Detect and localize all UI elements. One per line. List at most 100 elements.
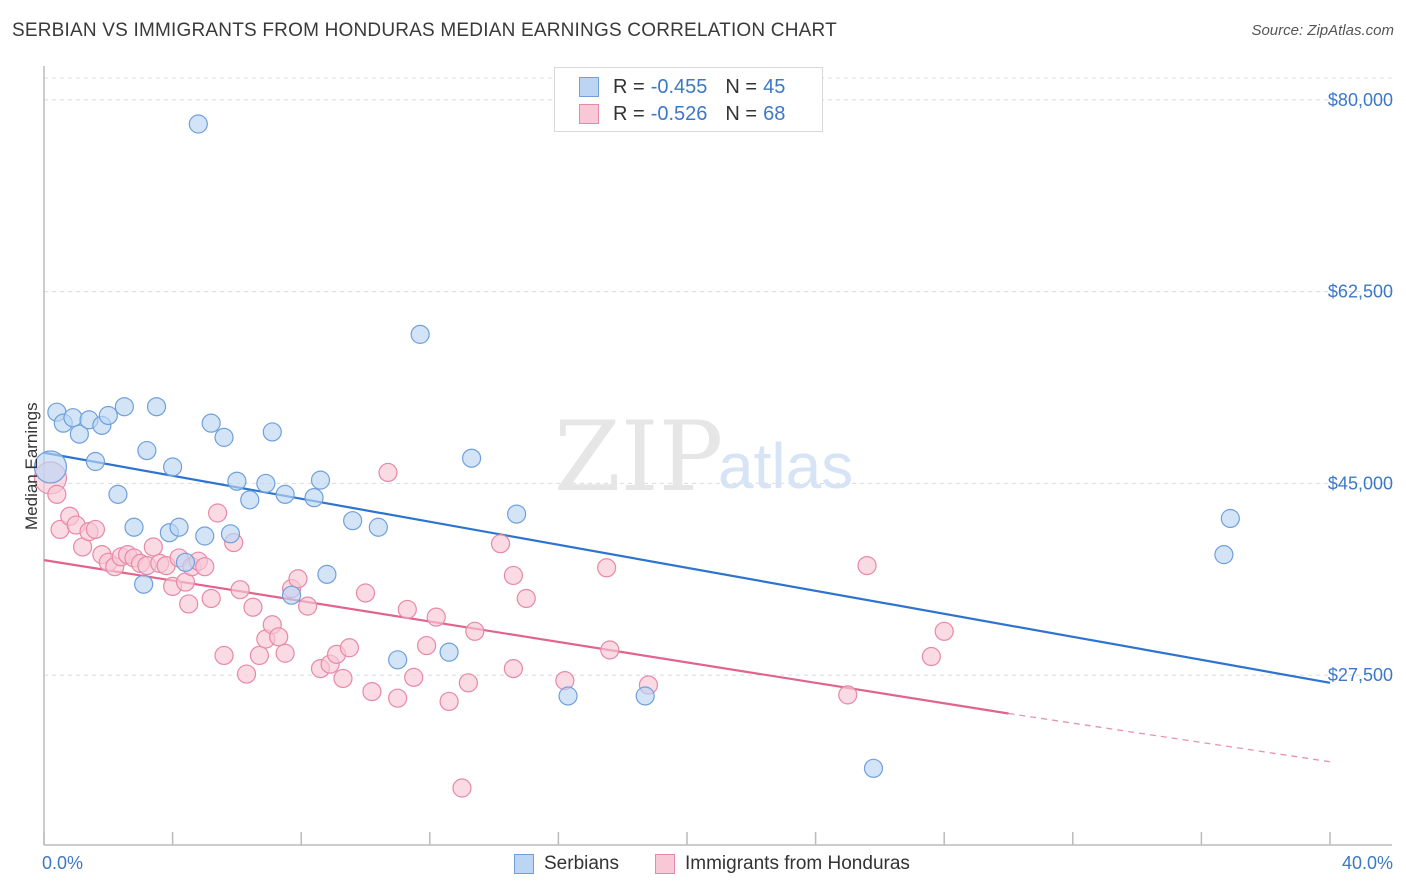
legend-swatch-honduras [579,104,599,124]
legend-n-value: 68 [763,102,786,125]
x-tick-label: 0.0% [42,853,83,873]
point-honduras [426,607,446,627]
point-serbians [134,574,154,594]
point-honduras [85,519,106,540]
point-honduras [243,597,263,617]
point-honduras [857,555,877,576]
bottom-legend-swatch-honduras [655,854,675,874]
point-honduras [269,627,289,647]
point-honduras [378,462,398,483]
legend-n-label: N = [725,75,758,98]
chart-title: SERBIAN VS IMMIGRANTS FROM HONDURAS MEDI… [12,20,837,41]
point-serbians [163,457,183,477]
point-honduras [339,638,360,658]
legend-swatch-serbians [579,77,599,97]
watermark-atlas: atlas [718,430,853,502]
point-serbians [146,397,167,417]
point-serbians [85,451,106,472]
point-serbians [304,488,324,508]
point-serbians [262,422,282,442]
point-honduras [516,588,536,609]
point-serbians [137,440,157,461]
point-serbians [863,758,884,778]
point-honduras [404,667,424,687]
point-honduras [355,583,376,603]
watermark-zip: ZIP [554,401,723,513]
point-serbians [461,448,482,468]
point-honduras [249,645,270,666]
point-serbians [256,473,276,494]
legend-n-label: N = [725,102,758,125]
point-honduras [333,668,353,689]
legend-r-value: -0.526 [650,102,708,125]
point-serbians [558,686,578,706]
point-serbians [281,585,302,605]
bottom-legend-serbians: Serbians [514,852,619,876]
point-honduras [838,685,858,705]
point-serbians [368,517,388,537]
point-serbians [195,526,215,546]
point-honduras [503,658,523,679]
legend-r-label: R = [613,75,645,98]
point-honduras [921,646,941,667]
point-serbians [275,484,295,504]
point-honduras [208,503,228,523]
point-serbians [439,642,459,662]
point-honduras [465,621,485,641]
point-serbians [69,424,89,444]
point-honduras [143,537,163,557]
point-honduras [490,534,511,554]
y-tick-label: $80,000 [1328,90,1393,110]
legend-row-honduras: R = -0.526 N = 68 [579,102,791,126]
point-honduras [362,681,382,702]
point-honduras [179,594,199,614]
legend-r-label: R = [613,102,645,125]
point-honduras [503,565,523,586]
point-serbians [1214,545,1234,565]
trend-line-honduras-extrapolated [1008,712,1331,763]
point-serbians [240,490,260,510]
point-honduras [201,588,221,609]
point-serbians [114,397,134,417]
point-serbians [63,408,83,428]
point-serbians [343,511,363,531]
bottom-legend-label-honduras: Immigrants from Honduras [685,853,910,874]
point-serbians [388,650,408,670]
source-credit: Source: ZipAtlas.com [1251,22,1394,39]
point-honduras [452,778,472,798]
point-serbians [124,517,144,537]
point-serbians [507,504,527,524]
trend-line-serbians [43,451,1331,684]
point-serbians [214,427,234,447]
point-honduras [934,621,954,641]
point-honduras [288,569,308,589]
point-serbians [227,471,247,491]
legend-n-value: 45 [763,75,786,98]
data-points [33,114,1240,798]
point-honduras [275,643,295,663]
x-tick-label: 40.0% [1342,853,1393,873]
watermark: ZIP atlas [554,401,853,513]
bottom-legend-swatch-serbians [514,854,534,874]
x-tick-labels: 0.0% 40.0% [42,853,1393,873]
y-tick-label: $27,500 [1328,665,1393,685]
point-honduras [416,635,437,656]
point-honduras [458,673,478,693]
point-serbians [98,405,118,426]
y-tick-labels: $27,500 $45,000 $62,500 $80,000 [1328,90,1393,685]
point-serbians [410,324,430,344]
bottom-legend-label-serbians: Serbians [544,853,619,874]
point-honduras [439,691,459,712]
point-serbians [201,413,221,433]
y-tick-label: $62,500 [1328,282,1393,302]
point-serbians [317,564,337,584]
point-honduras [230,580,250,600]
point-serbians [635,686,655,706]
y-tick-label: $45,000 [1328,473,1393,493]
point-honduras [47,484,67,504]
point-honduras [388,688,408,708]
point-serbians [220,524,241,544]
point-honduras [600,640,620,660]
legend-row-serbians: R = -0.455 N = 45 [579,75,791,99]
